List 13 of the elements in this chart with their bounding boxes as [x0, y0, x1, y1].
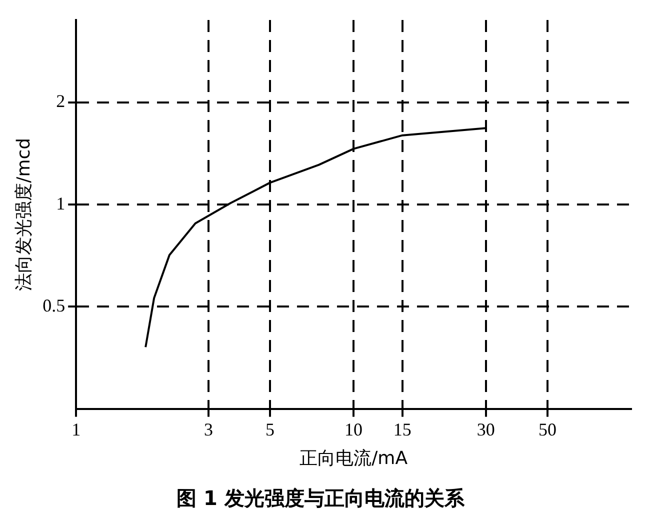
x-tick-label: 50 [538, 419, 556, 440]
x-tick-label: 3 [204, 419, 213, 440]
y-tick-label: 0.5 [42, 295, 66, 316]
x-tick-label: 30 [476, 419, 495, 440]
x-tick-label: 15 [393, 419, 412, 440]
x-axis-title: 正向电流/mA [300, 448, 408, 469]
y-tick-label: 2 [56, 91, 66, 112]
text: 图 1 发光强度与正向电流的关系 [176, 486, 466, 510]
y-axis-title: 法向发光强度/mcd [13, 138, 34, 291]
y-tick-label: 1 [56, 193, 66, 214]
x-tick-label: 10 [344, 419, 363, 440]
x-tick-label: 1 [72, 419, 81, 440]
x-tick-label: 5 [266, 419, 275, 440]
